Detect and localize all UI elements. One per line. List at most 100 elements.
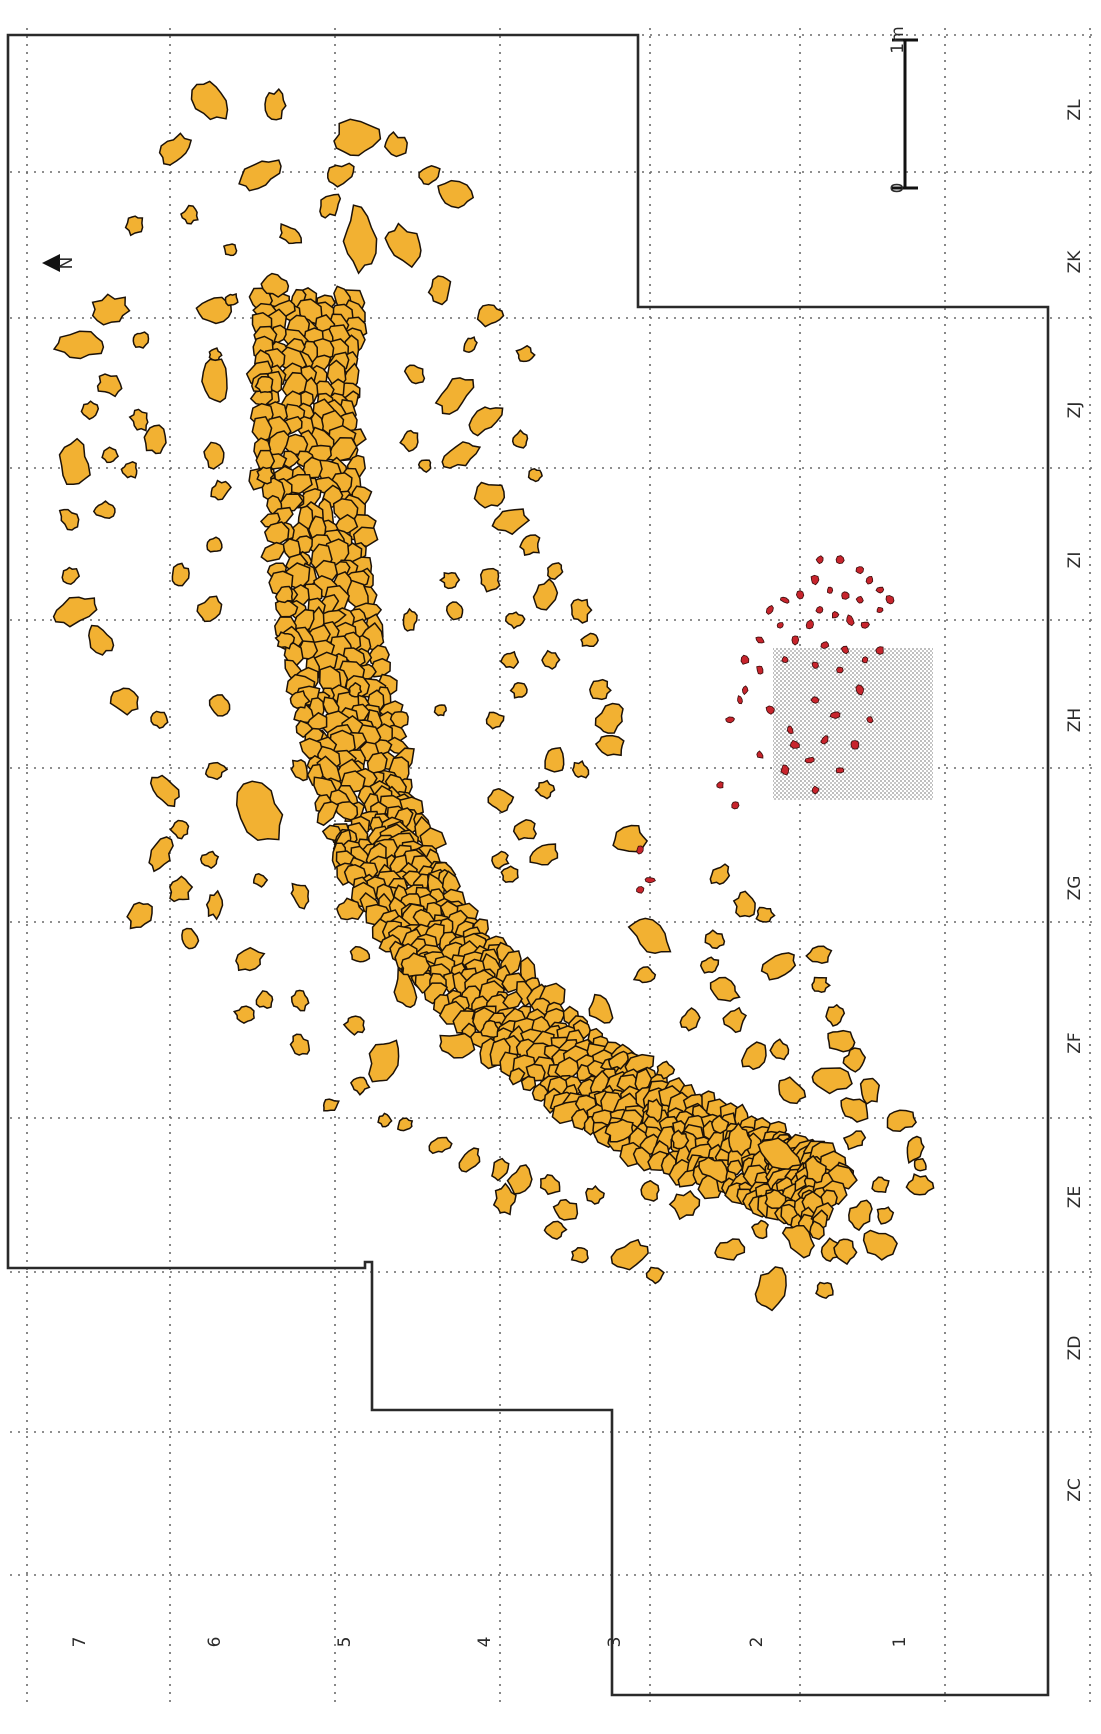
stone [208,347,223,361]
stone [580,632,599,648]
scale-bar: 0 1m [888,26,918,193]
column-label: ZH [1065,708,1085,732]
stone [714,1238,746,1261]
stone [458,1147,481,1173]
stone [589,678,612,701]
ochre-layer [636,555,895,894]
stone [781,1224,815,1259]
stone [290,882,310,910]
ochre-fragment [840,645,850,655]
stone [180,204,199,225]
stone [256,466,275,485]
stone [348,681,363,698]
stone [342,204,378,275]
ochre-fragment [740,654,750,665]
stone [842,1047,867,1073]
stone [778,1076,807,1105]
stone [848,1199,873,1232]
stone [604,1118,634,1143]
stone [204,761,229,781]
stone [290,758,309,782]
stone [632,1146,653,1172]
ochre-fragment [786,725,794,735]
ochre-fragment [860,621,870,629]
stone [274,631,296,650]
stone [148,836,174,873]
stone [532,578,559,611]
stone [479,567,501,593]
ochre-fragment [832,611,840,619]
stone [570,1247,589,1264]
stone [645,1266,665,1285]
stone [445,601,464,621]
stone [260,272,290,298]
stone [252,872,269,888]
stone [732,890,756,918]
stone [238,159,282,192]
stone [840,1097,869,1123]
stone [418,165,441,186]
stone [757,1137,802,1170]
stone [260,541,285,563]
ochre-fragment [756,665,764,675]
stone [764,1189,787,1209]
ochre-fragment [829,711,841,719]
ochre-fragment [781,656,789,664]
stone [322,1098,340,1112]
stone [128,408,149,432]
stone [585,1184,605,1205]
stone [728,1122,752,1157]
stone [201,358,228,403]
scale-bar-start-label: 0 [888,183,908,194]
stone [709,976,741,1002]
stone [499,650,520,669]
ochre-fragment [875,586,885,594]
stone [417,459,432,473]
stone [377,1112,393,1128]
ochre-fragment [805,619,814,630]
ochre-fragment [789,739,800,749]
column-label: ZI [1065,552,1085,569]
column-label: ZJ [1065,402,1085,419]
stone [544,746,565,773]
stone [491,1157,510,1182]
stone [396,1117,414,1132]
stone [529,843,559,866]
ochre-fragment [850,740,860,750]
column-label: ZG [1065,876,1085,901]
stone [511,429,529,449]
stone [492,1182,517,1216]
stone [588,993,614,1024]
stone [91,293,131,326]
stone [468,406,504,437]
stone [319,193,342,219]
ochre-fragment [716,781,724,789]
stone [224,292,239,307]
row-label: 7 [70,1637,90,1648]
ochre-fragment [826,586,834,594]
stone [552,1198,579,1221]
stone [206,536,223,553]
stone [349,945,371,963]
ochre-fragment [755,636,765,644]
stone [473,481,506,509]
column-label: ZC [1065,1478,1085,1502]
stone [815,1281,834,1300]
stone [571,759,590,779]
ochre-fragment [644,877,656,884]
hatched-area [773,648,933,800]
stone [645,1098,663,1123]
stone [508,1067,526,1086]
row-label: 1 [890,1637,910,1648]
stone [825,1003,846,1027]
stone [58,508,80,531]
ochre-fragment [725,716,735,724]
stone [109,687,139,716]
ochre-fragment [815,605,824,614]
stone [439,1032,476,1059]
stone [433,704,447,717]
column-labels: ZC ZD ZE ZF ZG ZH ZI ZJ ZK ZL [1065,99,1085,1502]
stone [52,596,98,628]
row-label: 5 [335,1637,355,1648]
